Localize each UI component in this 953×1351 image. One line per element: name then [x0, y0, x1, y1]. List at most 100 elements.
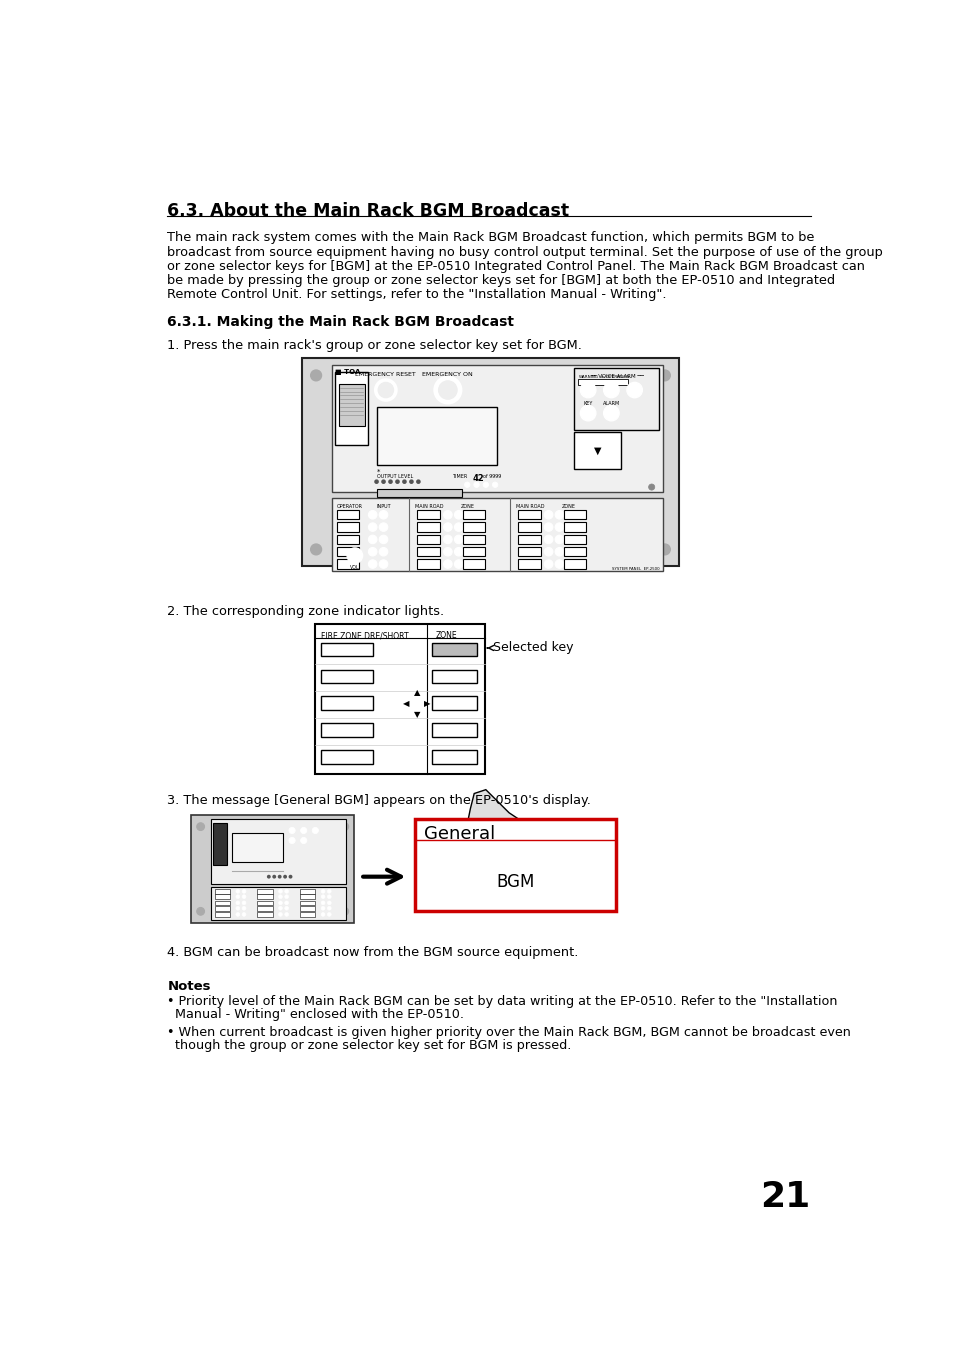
Circle shape: [379, 511, 387, 519]
Circle shape: [416, 480, 420, 484]
Bar: [415, 819, 616, 912]
Circle shape: [375, 380, 396, 401]
Circle shape: [544, 535, 553, 543]
Circle shape: [474, 482, 478, 488]
Circle shape: [327, 907, 331, 911]
Bar: [463, 511, 484, 519]
Circle shape: [321, 907, 325, 911]
Text: Manual - Writing" enclosed with the EP-0510.: Manual - Writing" enclosed with the EP-0…: [167, 1008, 464, 1021]
Bar: [416, 511, 439, 519]
Bar: [336, 559, 358, 569]
Circle shape: [242, 901, 246, 905]
Circle shape: [289, 874, 293, 878]
Text: be made by pressing the group or zone selector keys set for [BGM] at both the EP: be made by pressing the group or zone se…: [167, 274, 835, 288]
Bar: [299, 894, 315, 898]
Text: 21: 21: [760, 1179, 810, 1215]
Bar: [416, 535, 439, 544]
Circle shape: [454, 535, 462, 543]
Text: in OPERATION: in OPERATION: [600, 374, 629, 378]
Bar: [299, 907, 315, 911]
Circle shape: [368, 523, 376, 531]
Bar: [432, 723, 476, 738]
Text: Selected key: Selected key: [487, 642, 573, 654]
Circle shape: [379, 523, 387, 531]
Circle shape: [368, 559, 376, 569]
Circle shape: [377, 382, 394, 397]
Circle shape: [395, 697, 407, 709]
Bar: [517, 523, 540, 532]
Circle shape: [579, 405, 596, 422]
Circle shape: [555, 559, 563, 569]
Circle shape: [242, 894, 246, 898]
Circle shape: [454, 511, 462, 519]
Circle shape: [544, 547, 553, 557]
Circle shape: [368, 511, 376, 519]
Circle shape: [368, 547, 376, 557]
Bar: [563, 559, 585, 569]
Text: 42: 42: [472, 474, 484, 482]
Circle shape: [321, 889, 325, 893]
Circle shape: [379, 547, 387, 557]
Bar: [463, 535, 484, 544]
Circle shape: [544, 511, 553, 519]
Circle shape: [327, 901, 331, 905]
Bar: [320, 643, 373, 657]
Circle shape: [435, 377, 460, 403]
Text: • Priority level of the Main Rack BGM can be set by data writing at the EP-0510.: • Priority level of the Main Rack BGM ca…: [167, 996, 837, 1008]
Circle shape: [379, 559, 387, 569]
Circle shape: [327, 889, 331, 893]
Text: 4. BGM can be broadcast now from the BGM source equipment.: 4. BGM can be broadcast now from the BGM…: [167, 946, 578, 959]
Text: MAIN ROAD: MAIN ROAD: [516, 504, 543, 509]
Bar: [335, 373, 368, 446]
Circle shape: [235, 889, 239, 893]
Circle shape: [381, 480, 385, 484]
Bar: [463, 559, 484, 569]
Circle shape: [278, 912, 282, 916]
Bar: [416, 523, 439, 532]
Text: SYSTEM PANEL  EP-2500: SYSTEM PANEL EP-2500: [611, 567, 659, 571]
Bar: [376, 489, 461, 497]
Circle shape: [438, 381, 456, 400]
Circle shape: [648, 484, 654, 490]
Polygon shape: [466, 790, 543, 859]
Text: *: *: [376, 469, 379, 474]
Text: or zone selector keys for [BGM] at the EP-0510 Integrated Control Panel. The Mai: or zone selector keys for [BGM] at the E…: [167, 259, 864, 273]
Circle shape: [300, 838, 307, 843]
Circle shape: [482, 482, 488, 488]
Circle shape: [311, 544, 321, 555]
Bar: [214, 889, 230, 893]
Circle shape: [395, 480, 399, 484]
Text: BGM: BGM: [496, 873, 534, 890]
Bar: [563, 523, 585, 532]
Text: of 9999: of 9999: [483, 474, 501, 480]
Text: KEY: KEY: [583, 401, 592, 405]
Bar: [463, 523, 484, 532]
Circle shape: [464, 482, 470, 488]
Text: ▼: ▼: [414, 709, 419, 719]
Circle shape: [395, 643, 407, 655]
Circle shape: [327, 912, 331, 916]
Circle shape: [278, 907, 282, 911]
Bar: [257, 901, 273, 905]
Circle shape: [340, 823, 348, 831]
Bar: [574, 432, 620, 469]
Circle shape: [402, 480, 406, 484]
Circle shape: [272, 874, 276, 878]
Circle shape: [278, 894, 282, 898]
Bar: [563, 547, 585, 557]
Circle shape: [340, 908, 348, 915]
Bar: [416, 559, 439, 569]
Circle shape: [374, 480, 378, 484]
Text: ◀: ◀: [402, 698, 409, 708]
Circle shape: [603, 405, 618, 422]
Bar: [211, 886, 346, 920]
Circle shape: [368, 535, 376, 543]
Text: OPERATOR: OPERATOR: [336, 504, 362, 509]
Circle shape: [377, 724, 390, 736]
Bar: [257, 912, 273, 917]
Circle shape: [278, 901, 282, 905]
Text: 3. The message [General BGM] appears on the EP-0510's display.: 3. The message [General BGM] appears on …: [167, 793, 591, 807]
Circle shape: [659, 370, 670, 381]
Text: ── VOICE ALARM ──: ── VOICE ALARM ──: [589, 374, 643, 378]
Text: ZONE: ZONE: [435, 631, 456, 640]
